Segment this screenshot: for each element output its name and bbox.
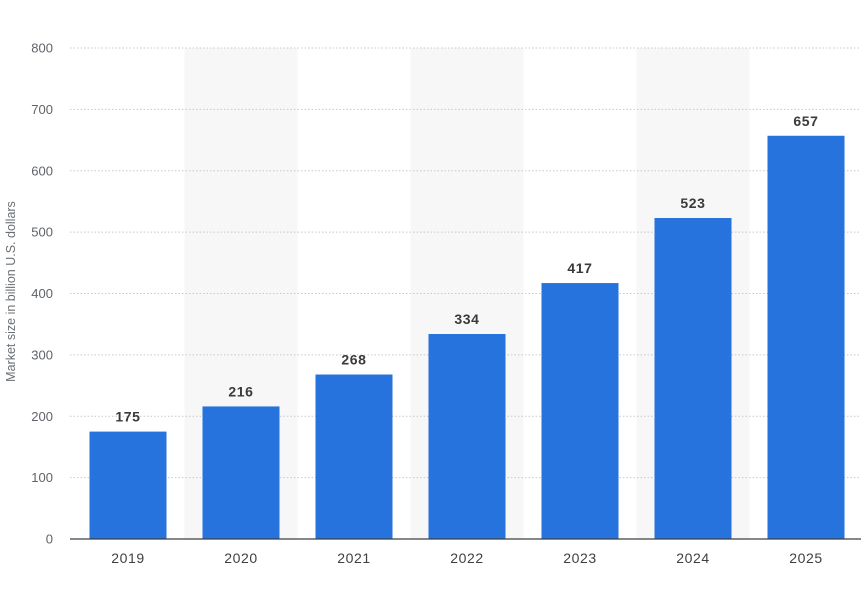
- y-axis-label: Market size in billion U.S. dollars: [4, 201, 18, 382]
- bar[interactable]: [202, 406, 280, 539]
- data-label: 523: [680, 195, 705, 211]
- bars: [89, 135, 845, 540]
- y-tick-label: 500: [31, 225, 53, 240]
- y-tick-label: 800: [31, 41, 53, 56]
- x-tick-label: 2022: [450, 550, 484, 566]
- y-tick-label: 700: [31, 102, 53, 117]
- bar[interactable]: [89, 431, 167, 539]
- y-tick-label: 300: [31, 347, 53, 362]
- x-tick-label: 2025: [789, 550, 823, 566]
- y-tick-label: 0: [46, 532, 53, 547]
- data-label: 175: [115, 409, 140, 425]
- data-label: 657: [793, 113, 818, 129]
- data-label: 268: [341, 352, 366, 368]
- data-label: 334: [454, 311, 479, 327]
- bar[interactable]: [541, 283, 619, 539]
- x-tick-label: 2021: [337, 550, 371, 566]
- y-tick-label: 200: [31, 409, 53, 424]
- data-label: 216: [228, 383, 253, 399]
- data-label: 417: [567, 260, 592, 276]
- bar[interactable]: [654, 218, 732, 540]
- bar[interactable]: [767, 135, 845, 540]
- x-axis-ticks: 2019 2020 2021 2022 2023 2024 2025: [111, 550, 823, 566]
- y-tick-label: 400: [31, 286, 53, 301]
- y-tick-label: 600: [31, 163, 53, 178]
- x-tick-label: 2019: [111, 550, 145, 566]
- y-axis-ticks: 0 100 200 300 400 500 600 700 800: [31, 41, 53, 547]
- data-labels: 175 216 268 334 417 523 657: [115, 113, 818, 425]
- y-tick-label: 100: [31, 470, 53, 485]
- x-tick-label: 2020: [224, 550, 258, 566]
- bar[interactable]: [315, 374, 393, 539]
- bar[interactable]: [428, 334, 506, 539]
- x-tick-label: 2024: [676, 550, 710, 566]
- x-tick-label: 2023: [563, 550, 597, 566]
